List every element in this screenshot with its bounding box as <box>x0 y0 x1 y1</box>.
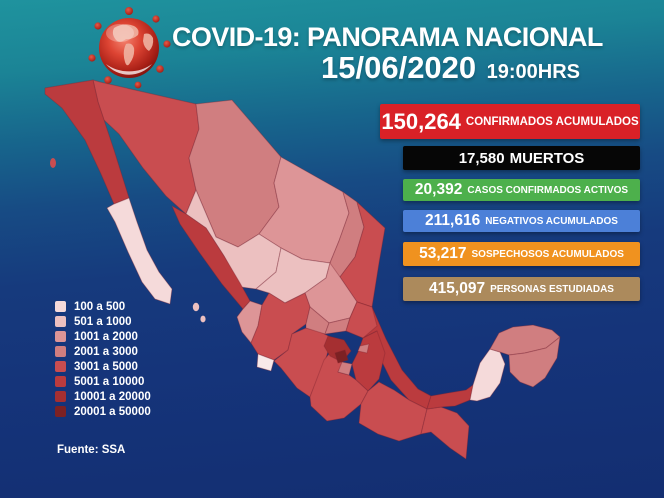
legend-row: 100 a 500 <box>55 299 151 314</box>
legend-label: 5001 a 10000 <box>74 375 145 388</box>
header-date-line: 15/06/2020 19:00HRS <box>172 50 580 86</box>
stat-personas-estudiadas: 415,097 PERSONAS ESTUDIADAS <box>403 277 640 301</box>
legend-row: 501 a 1000 <box>55 314 151 329</box>
globe-rim-light <box>106 64 152 75</box>
state-quintana-roo <box>508 336 561 388</box>
stat-value: 20,392 <box>414 181 463 198</box>
stat-negativos: 211,616 NEGATIVOS ACUMULADOS <box>403 210 640 232</box>
stat-value: 415,097 <box>429 280 486 297</box>
legend-label: 10001 a 20000 <box>74 390 151 403</box>
state-hidalgo <box>345 301 378 339</box>
state-guanajuato <box>305 306 330 335</box>
covid-globe-icon-svg <box>88 7 171 89</box>
legend-row: 3001 a 5000 <box>55 359 151 374</box>
state-morelos <box>337 361 353 376</box>
stat-label: CASOS CONFIRMADOS ACTIVOS <box>467 184 629 196</box>
report-date: 15/06/2020 <box>321 50 477 85</box>
legend-swatch <box>55 301 66 312</box>
stat-value: 211,616 <box>425 212 481 229</box>
globe-continents <box>112 24 154 66</box>
report-time: 19:00HRS <box>486 61 580 83</box>
legend-row: 1001 a 2000 <box>55 329 151 344</box>
legend-row: 20001 a 50000 <box>55 404 151 419</box>
choropleth-legend: 100 a 500 501 a 1000 1001 a 2000 2001 a … <box>55 299 151 419</box>
legend-label: 100 a 500 <box>74 300 126 313</box>
legend-swatch <box>55 406 66 417</box>
state-tlaxcala <box>357 343 370 354</box>
globe-gloss <box>106 24 134 42</box>
islas-marias-2 <box>200 315 206 323</box>
legend-swatch <box>55 316 66 327</box>
stat-label: NEGATIVOS ACUMULADOS <box>485 215 618 227</box>
covid-globe-icon <box>86 6 172 92</box>
stat-muertos: 17,580 MUERTOS <box>403 146 640 170</box>
stat-confirmados-acumulados: 150,264 CONFIRMADOS ACUMULADOS <box>380 104 640 139</box>
legend-swatch <box>55 376 66 387</box>
legend-swatch <box>55 391 66 402</box>
state-cdmx <box>334 349 349 364</box>
legend-swatch <box>55 346 66 357</box>
page-title: COVID-19: PANORAMA NACIONAL <box>172 22 603 52</box>
isla-cedros <box>50 158 56 168</box>
stats-panel: 150,264 CONFIRMADOS ACUMULADOS 17,580 MU… <box>380 104 640 312</box>
stat-label: SOSPECHOSOS ACUMULADOS <box>471 248 624 260</box>
state-chiapas <box>420 406 470 460</box>
virus-dots <box>88 7 171 89</box>
legend-row: 5001 a 10000 <box>55 374 151 389</box>
legend-swatch <box>55 361 66 372</box>
legend-label: 20001 a 50000 <box>74 405 151 418</box>
stat-value: 17,580 <box>458 149 505 167</box>
state-campeche <box>469 348 506 402</box>
islas-marias <box>192 302 200 312</box>
legend-label: 3001 a 5000 <box>74 360 138 373</box>
stat-value: 53,217 <box>419 245 467 262</box>
stat-label: MUERTOS <box>509 149 585 167</box>
legend-row: 10001 a 20000 <box>55 389 151 404</box>
legend-label: 2001 a 3000 <box>74 345 138 358</box>
stat-label: CONFIRMADOS ACUMULADOS <box>465 115 639 128</box>
stat-value: 150,264 <box>381 108 461 134</box>
mexico-states <box>44 79 561 460</box>
stat-sospechosos: 53,217 SOSPECHOSOS ACUMULADOS <box>403 242 640 266</box>
stat-casos-activos: 20,392 CASOS CONFIRMADOS ACTIVOS <box>403 179 640 201</box>
state-tabasco <box>426 384 474 410</box>
stat-label: PERSONAS ESTUDIADAS <box>490 283 614 295</box>
source-attribution: Fuente: SSA <box>57 444 126 456</box>
state-baja-california-sur <box>106 197 173 305</box>
state-colima <box>256 353 275 372</box>
legend-label: 1001 a 2000 <box>74 330 138 343</box>
legend-row: 2001 a 3000 <box>55 344 151 359</box>
legend-swatch <box>55 331 66 342</box>
legend-label: 501 a 1000 <box>74 315 132 328</box>
